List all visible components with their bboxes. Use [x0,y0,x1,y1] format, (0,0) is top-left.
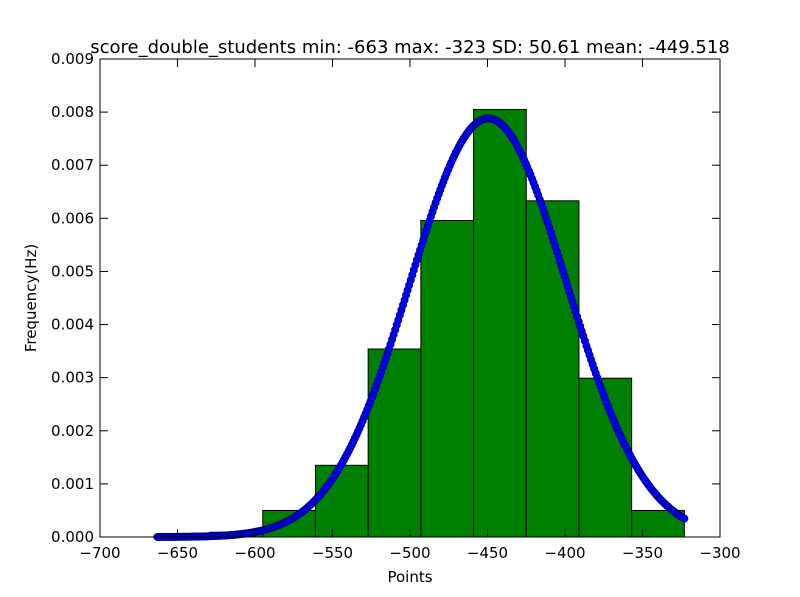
histogram-bar [473,108,527,538]
y-tick-label: 0.002 [51,422,94,440]
y-tick-label: 0.006 [51,209,94,227]
histogram-bar [420,219,475,538]
curve-point [680,514,689,523]
normal-curve-markers [153,114,689,541]
y-tick-label: 0.000 [51,528,94,546]
x-tick-label: −400 [544,544,585,562]
x-tick-label: −450 [467,544,508,562]
x-tick-label: −650 [157,544,198,562]
x-tick-label: −300 [699,544,740,562]
y-axis-ticks: 0.000 0.001 0.002 0.003 0.004 0.005 0.006 0.007… [51,50,720,546]
x-axis-ticks: −700 −650 −600 −550 −500 −450 −400 −350 −300 [79,59,741,562]
y-axis-title: Frequency(Hz) [22,244,40,352]
y-tick-label: 0.009 [51,50,94,68]
x-tick-label: −550 [312,544,353,562]
histogram-bar [525,200,580,538]
x-tick-label: −500 [389,544,430,562]
y-tick-label: 0.007 [51,156,94,174]
x-tick-label: −600 [234,544,275,562]
y-tick-label: 0.004 [51,316,94,334]
histogram-bars [156,108,685,538]
x-tick-label: −350 [622,544,663,562]
y-tick-label: 0.003 [51,369,94,387]
x-tick-label: −700 [79,544,120,562]
x-axis-title: Points [387,568,432,586]
y-tick-label: 0.001 [51,475,94,493]
chart-title: score_double_students min: -663 max: -32… [90,37,730,58]
y-tick-label: 0.005 [51,262,94,280]
histogram-bar [314,464,369,538]
y-tick-label: 0.008 [51,103,94,121]
